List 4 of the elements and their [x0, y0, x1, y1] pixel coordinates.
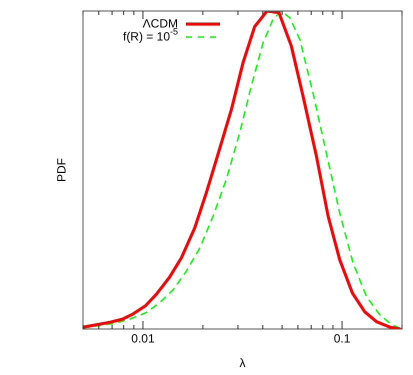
x-tick-label: 0.01 [131, 332, 155, 346]
y-axis-title: PDF [54, 158, 69, 182]
x-axis-title: λ [240, 356, 246, 370]
x-tick-label: 0.1 [334, 332, 351, 346]
